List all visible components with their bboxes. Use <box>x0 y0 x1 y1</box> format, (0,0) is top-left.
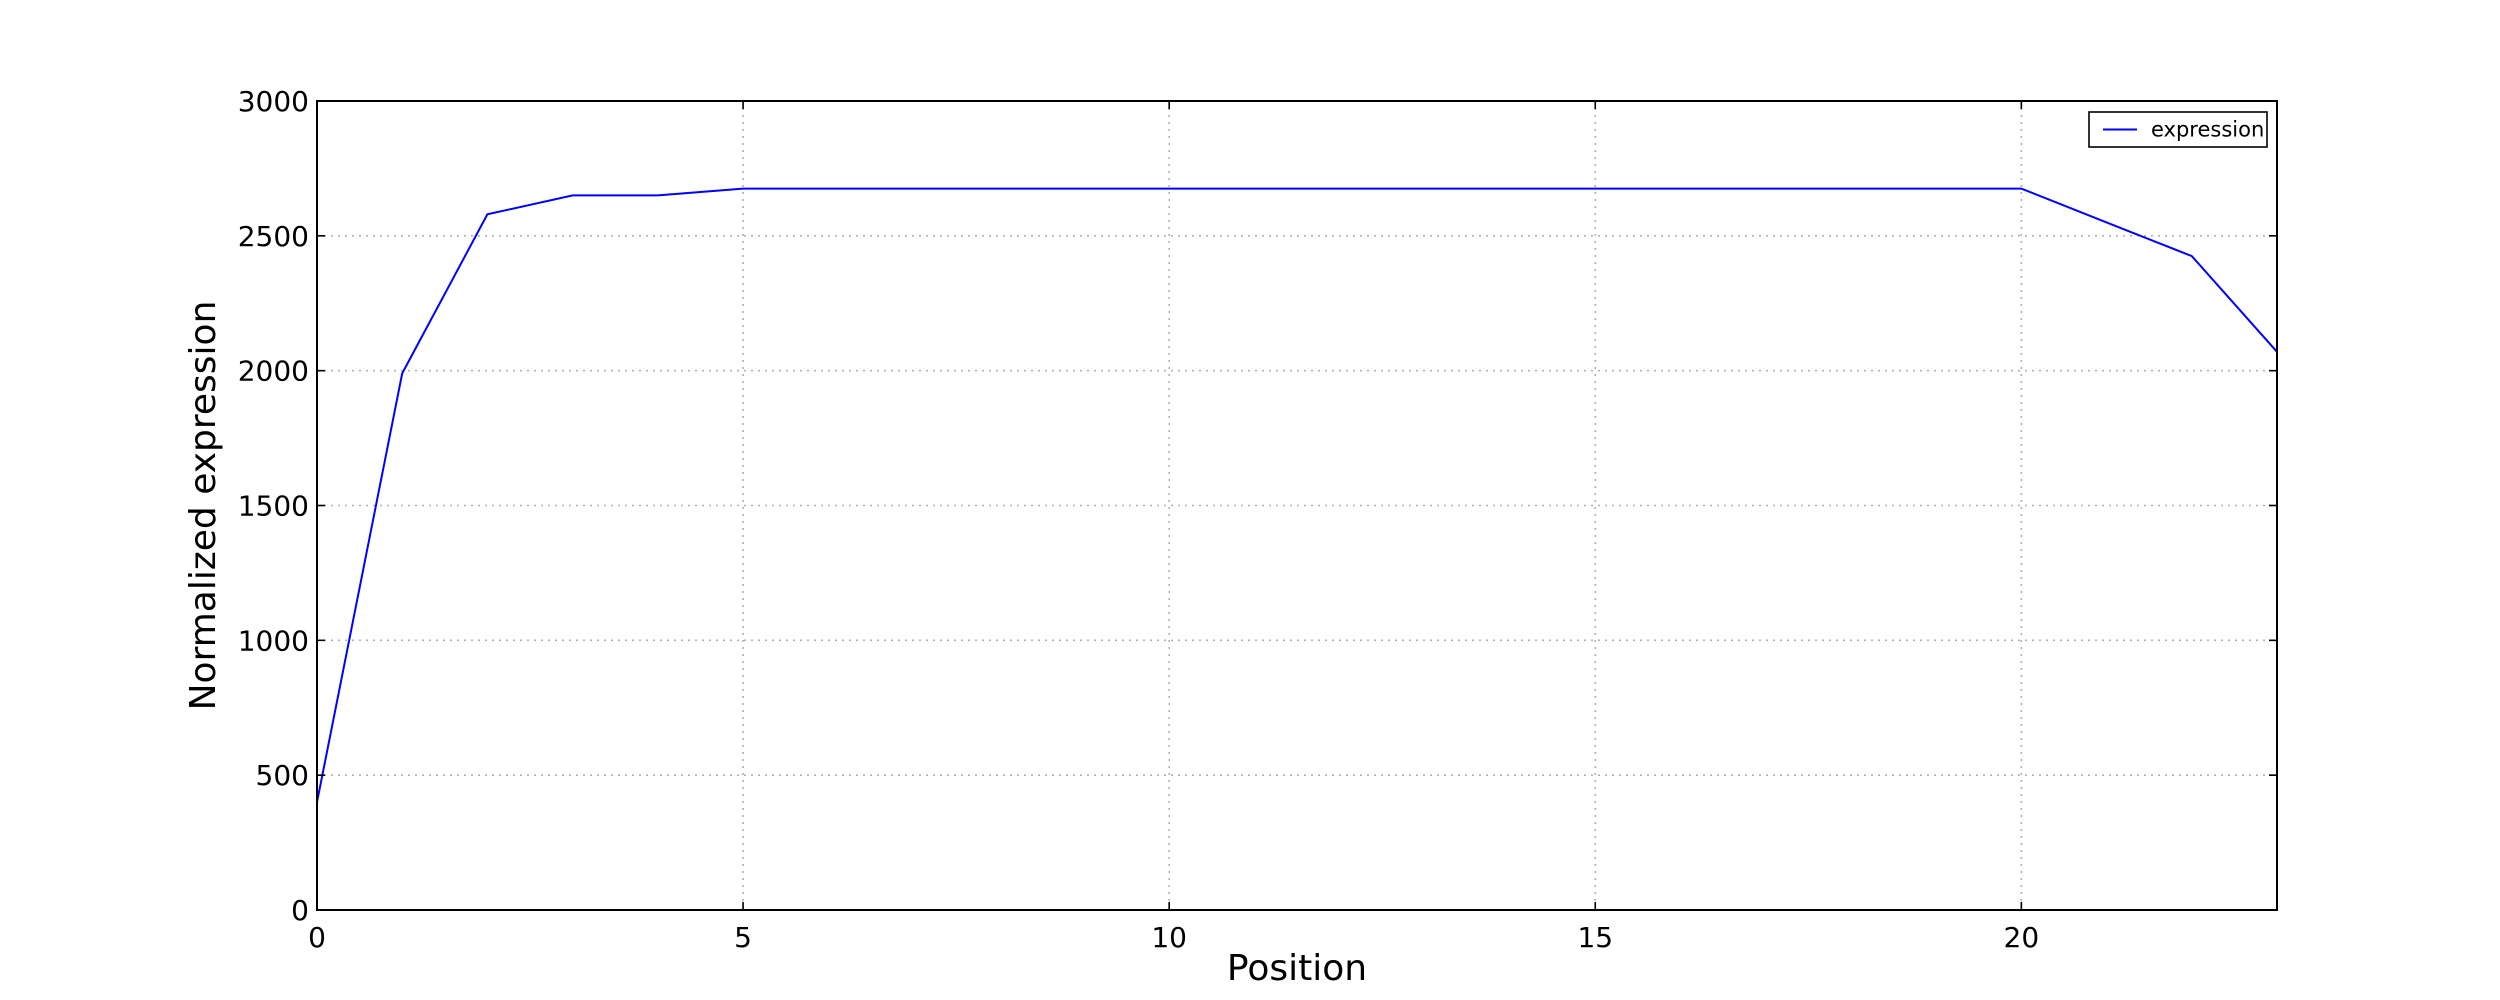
y-axis-title: Normalized expression <box>183 301 224 711</box>
legend: expression <box>2088 111 2268 148</box>
legend-label-expression: expression <box>2151 118 2264 142</box>
y-tick-label: 2000 <box>238 355 309 388</box>
x-tick-label: 10 <box>1151 921 1187 954</box>
x-tick-label: 5 <box>734 921 752 954</box>
y-tick-label: 3000 <box>238 85 309 118</box>
y-tick-label: 0 <box>291 894 309 927</box>
x-tick-label: 0 <box>308 921 326 954</box>
series-line-expression <box>316 187 2278 803</box>
axis-ticks: 0 5 10 15 20 0 500 1000 1500 2000 2500 3000 <box>238 85 2277 954</box>
y-tick-label: 2500 <box>238 220 309 253</box>
y-tick-label: 1500 <box>238 490 309 523</box>
grid-lines <box>317 101 2277 910</box>
x-tick-label: 15 <box>1577 921 1613 954</box>
y-tick-label: 1000 <box>238 624 309 657</box>
x-axis-title: Position <box>1227 948 1367 989</box>
y-tick-label: 500 <box>256 759 309 792</box>
x-tick-label: 20 <box>2004 921 2040 954</box>
